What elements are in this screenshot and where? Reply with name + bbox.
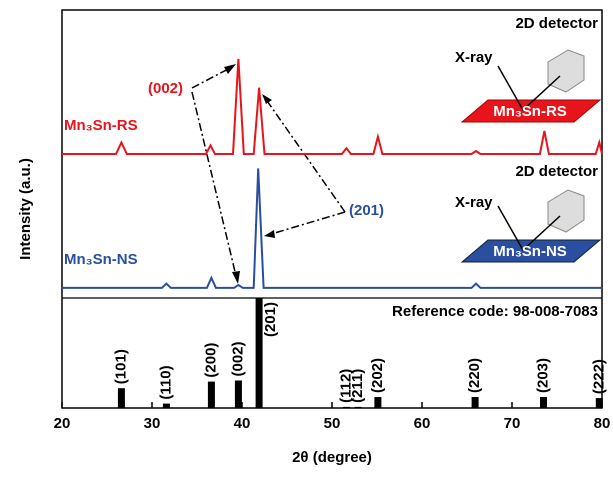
reference-label: (112): [337, 369, 354, 403]
reference-label: (101): [112, 349, 129, 384]
inset-beam: X-ray: [455, 49, 493, 66]
reference-label: (220): [466, 358, 483, 393]
x-tick-label: 30: [144, 415, 161, 432]
inset-sample: Mn₃Sn-NS: [493, 243, 567, 260]
reference-label: (203): [534, 358, 551, 393]
reference-bar: [374, 397, 382, 408]
reference-label: (222): [590, 359, 607, 394]
reference-bar: [162, 403, 170, 408]
inset-ns: 2D detector X-ray Mn₃Sn-NS: [455, 163, 602, 263]
reference-bar: [540, 397, 547, 408]
inset-title: 2D detector: [515, 15, 598, 32]
line-series: [62, 58, 603, 155]
inset-title: 2D detector: [515, 163, 598, 180]
reference-bar: [117, 388, 125, 408]
reference-bar: [354, 406, 362, 408]
reference-label: (110): [157, 365, 174, 399]
x-tick-label: 20: [54, 415, 71, 432]
sample-plate: [460, 239, 602, 263]
detector: [547, 49, 585, 93]
plot-frame: [61, 9, 603, 409]
inset-sample: Mn₃Sn-RS: [493, 103, 567, 120]
x-tick-label: 70: [504, 415, 521, 432]
reference-title: Reference code: 98-008-7083: [392, 303, 598, 320]
reference-bar: [471, 397, 479, 408]
detector: [547, 189, 585, 233]
reference-label: (202): [369, 358, 386, 393]
series-label: Mn₃Sn-NS: [64, 251, 138, 268]
inset-rs: 2D detector X-ray Mn₃Sn-RS: [455, 15, 602, 123]
reference-label: (201): [262, 302, 279, 337]
reference-bar: [234, 380, 242, 408]
inset-beam: X-ray: [455, 194, 493, 211]
sample-plate: [460, 99, 602, 123]
y-axis-label: Intensity (a.u.): [17, 158, 34, 260]
reference-label: (002): [229, 341, 246, 376]
x-tick-label: 50: [324, 415, 341, 432]
annotation: (201): [349, 202, 384, 219]
arrow-heads: [224, 64, 275, 284]
annotation: (002): [148, 80, 183, 97]
reference-bar: [255, 298, 263, 408]
reference-bar: [595, 398, 603, 408]
series-label: Mn₃Sn-RS: [64, 117, 138, 134]
x-tick-label: 80: [594, 415, 611, 432]
beam: [497, 65, 561, 112]
reference-bar: [342, 406, 350, 408]
beam: [497, 205, 561, 252]
x-tick-label: 60: [414, 415, 431, 432]
x-axis-label: 2θ (degree): [292, 449, 372, 466]
x-tick-label: 40: [234, 415, 251, 432]
line-series: [62, 168, 602, 289]
reference-bar: [207, 381, 215, 408]
reference-label: (200): [202, 343, 219, 378]
reference-label: (211): [349, 369, 366, 403]
